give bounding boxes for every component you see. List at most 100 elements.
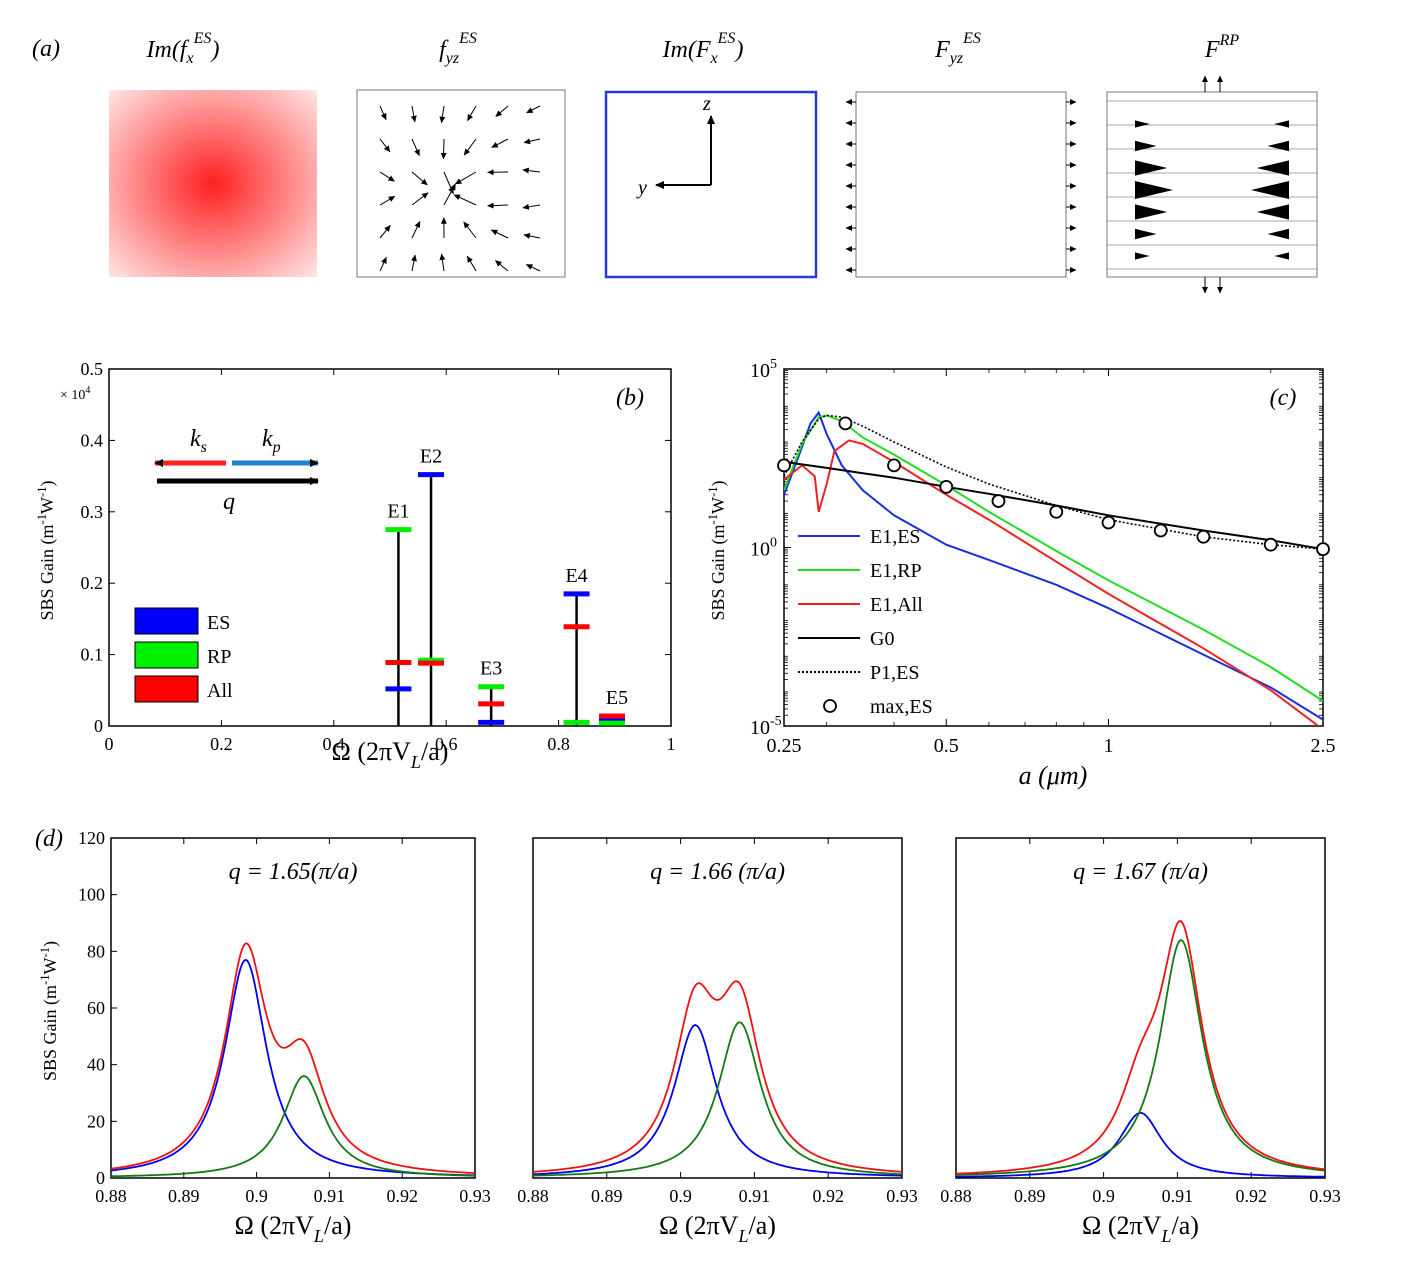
panel-d3-frame [955, 837, 1326, 1179]
y-tick-label: 60 [87, 998, 105, 1018]
y-tick-label: 0.2 [81, 573, 104, 593]
x-tick-label: 0.5 [934, 735, 959, 757]
legend-label-e1-es: E1,ES [870, 526, 921, 548]
series-e1-rp [784, 414, 1323, 702]
legend-swatch-es [134, 607, 199, 635]
FRP-force-arrow [1274, 252, 1289, 260]
y-tick-label: 20 [87, 1111, 105, 1131]
legend-marker-max-es [823, 699, 837, 713]
x-axis-label: Ω (2πVL/a) [1082, 1211, 1199, 1246]
panel-a: (a) Im(fxES) fyzES Im(FxES) FyzES FRP z y [32, 30, 1318, 294]
marker-max-es [939, 479, 954, 494]
fyz-arrow [495, 105, 509, 117]
y-axis-label: SBS Gain (m-1W-1) [38, 941, 61, 1081]
panel-d1-peak-1 [110, 958, 475, 1177]
panel-d2-frame [532, 837, 903, 1179]
panel-d1-total [110, 942, 476, 1174]
x-tick-label: 0.93 [886, 1186, 918, 1206]
y-tick-label: 80 [87, 941, 105, 961]
panel-c-label: (c) [1270, 385, 1297, 411]
panel-d2-title: q = 1.66 (π/a) [650, 859, 785, 885]
FRP-force-arrow [1135, 252, 1150, 260]
x-tick-label: 0.93 [1309, 1186, 1341, 1206]
fyz-arrow [410, 105, 417, 123]
panel-a-title-2: fyzES [439, 30, 477, 67]
marker-max-es [838, 416, 853, 431]
series-e1-all [784, 439, 1321, 726]
FRP-force-arrow [1274, 120, 1289, 128]
im-fx-map [109, 90, 317, 277]
panel-d3: 0.88 0.89 0.9 0.91 0.92 0.93 q = 1.67 (π/a) Ω (… [940, 837, 1341, 1246]
panel-d3-peak-1 [956, 1111, 1325, 1178]
Fyz-field-map [855, 91, 1067, 278]
y-tick-label: 120 [78, 828, 105, 848]
y-tick-label: 100 [78, 885, 105, 905]
FRP-force-arrow [1267, 228, 1289, 240]
FRP-force-arrow [1135, 204, 1168, 220]
x-tick-label: 0.91 [1162, 1186, 1194, 1206]
x-tick-label: 0.6 [435, 734, 458, 754]
x-tick-label: 0.92 [386, 1186, 418, 1206]
fyz-arrow [379, 256, 387, 272]
y-tick-label: 0.1 [81, 645, 104, 665]
fyz-arrow [525, 264, 541, 272]
panel-b-label: (b) [616, 385, 644, 411]
fyz-arrow [467, 105, 477, 122]
fyz-arrow [379, 105, 387, 121]
y-tick-label: 10-5 [750, 714, 782, 739]
panel-a-title-4: FyzES [934, 30, 981, 67]
fyz-arrow [523, 138, 541, 145]
x-tick-label: 0.9 [1092, 1186, 1115, 1206]
panel-d2-peak-1 [532, 1024, 902, 1177]
marker-max-es [777, 458, 791, 473]
marker-max-es [991, 494, 1006, 508]
y-tick-label: 0.5 [81, 359, 104, 379]
FRP-force-arrow [1135, 140, 1157, 152]
mode-label-e4: E4 [565, 565, 587, 587]
y-tick-label: 40 [87, 1055, 105, 1075]
x-tick-label: 0.9 [245, 1186, 268, 1206]
x-axis-label: Ω (2πVL/a) [659, 1211, 776, 1246]
fyz-arrow [411, 138, 420, 157]
series-e1-es [784, 410, 1323, 721]
legend-label-rp: RP [207, 646, 231, 668]
x-axis-label: Ω (2πVL/a) [235, 1211, 352, 1246]
FRP-force-arrow [1135, 181, 1173, 199]
x-axis-label: a (μm) [1019, 761, 1088, 790]
x-tick-label: 0.89 [591, 1186, 623, 1206]
Fyz-arrows [845, 99, 1077, 273]
marker-max-es [1263, 537, 1278, 552]
fyz-arrow [439, 105, 446, 124]
fyz-arrow [522, 203, 541, 210]
x-tick-label: 0.92 [812, 1186, 844, 1206]
panel-d-charts: 0.88 0.89 0.9 0.91 0.92 0.93 0 20 40 60 80 100 120 SB… [35, 826, 1341, 1246]
panel-a-title-1: Im(fxES) [146, 30, 220, 67]
y-multiplier: × 104 [60, 385, 90, 403]
x-tick-label: 0.89 [1014, 1186, 1046, 1206]
fyz-arrow [487, 202, 509, 209]
FRP-force-arrow [1256, 204, 1289, 220]
fyz-arrow [379, 171, 395, 182]
x-tick-label: 0.91 [314, 1186, 346, 1206]
q-label: q [223, 489, 235, 515]
legend-swatch-rp [134, 641, 199, 669]
fyz-arrow [454, 171, 477, 185]
y-tick-label: 0.4 [81, 430, 104, 450]
y-axis-label: y [636, 177, 647, 199]
y-tick-label: 0 [96, 1168, 105, 1188]
fyz-arrow [411, 254, 417, 272]
panel-c-chart: 0.25 0.5 1 2.5 10-5 100 105 (c) SBS Gain (m-1W-1… [706, 357, 1336, 790]
y-tick-label: 105 [750, 357, 777, 382]
panel-b-frame [108, 368, 672, 727]
FRP-force-arrow [1135, 160, 1168, 176]
x-tick-label: 0.93 [459, 1186, 491, 1206]
panel-d2-total [532, 980, 903, 1173]
x-tick-label: 0.25 [767, 735, 802, 757]
legend-label-max-es: max,ES [870, 696, 933, 718]
x-tick-label: 0 [105, 734, 114, 754]
x-axis-label: Ω (2πVL/a) [332, 737, 449, 772]
fyz-arrow [439, 253, 446, 272]
fyz-arrow [379, 195, 396, 206]
series-g0 [784, 460, 1323, 551]
x-tick-label: 0.91 [739, 1186, 771, 1206]
